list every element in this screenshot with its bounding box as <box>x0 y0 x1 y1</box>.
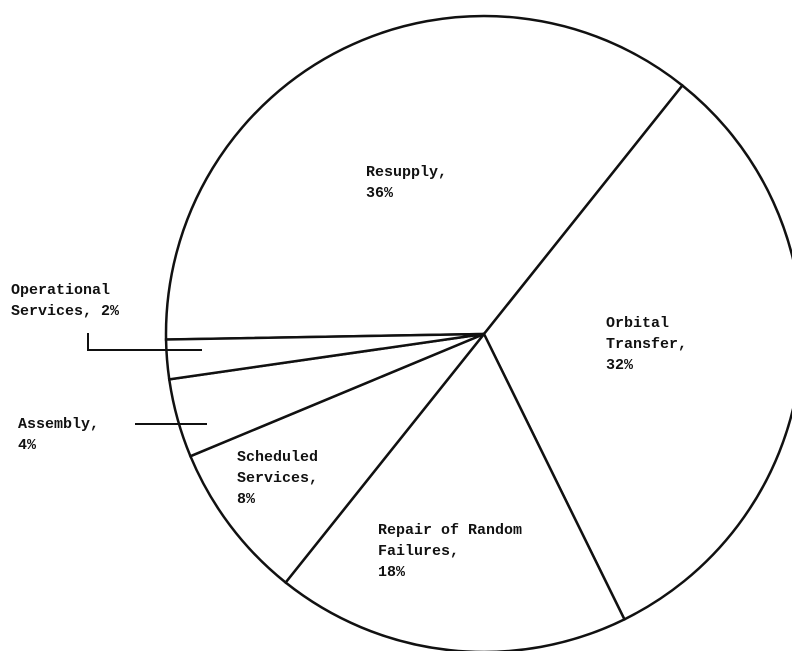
pie-slice <box>188 332 485 585</box>
slice-label: Orbital Transfer, 32% <box>606 313 696 376</box>
pie-slice <box>164 14 685 341</box>
slice-label: Resupply, 36% <box>366 162 456 204</box>
leader-line <box>87 333 202 351</box>
category-label: Operational Services, <box>11 282 111 320</box>
category-label: Assembly, <box>18 416 100 433</box>
category-label: Resupply, <box>366 164 448 181</box>
value-label: 18% <box>378 564 406 581</box>
slice-label: Assembly, 4% <box>18 414 108 456</box>
value-label: 4% <box>18 437 37 454</box>
pie-slice <box>283 331 627 651</box>
value-label: 8% <box>237 491 256 508</box>
value-label: 2% <box>101 303 120 320</box>
slice-label: Repair of Random Failures, 18% <box>378 520 531 583</box>
category-label: Repair of Random Failures, <box>378 522 523 560</box>
value-label: 36% <box>366 185 394 202</box>
pie-slice <box>164 332 485 381</box>
category-label: Scheduled Services, <box>237 449 319 487</box>
value-label: 32% <box>606 357 634 374</box>
pie-slice <box>482 83 792 622</box>
slice-label: Scheduled Services, 8% <box>237 447 336 510</box>
category-label: Orbital Transfer, <box>606 315 688 353</box>
slice-label: Operational Services, 2% <box>11 280 128 322</box>
